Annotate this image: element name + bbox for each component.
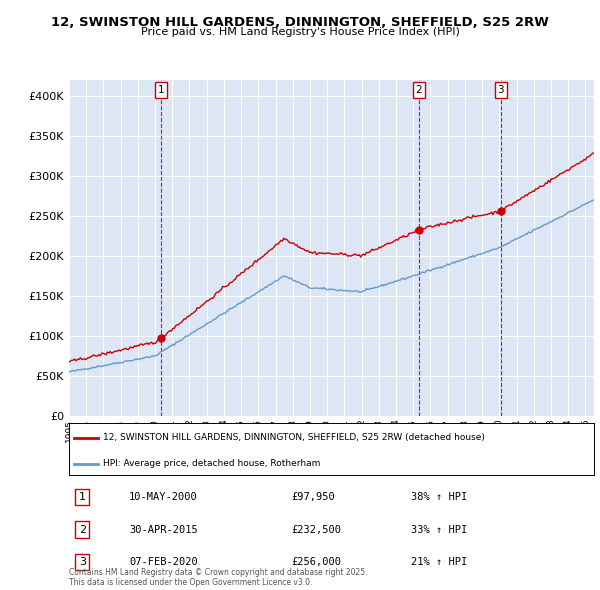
Text: £256,000: £256,000 bbox=[291, 557, 341, 567]
Text: £232,500: £232,500 bbox=[291, 525, 341, 535]
Text: 12, SWINSTON HILL GARDENS, DINNINGTON, SHEFFIELD, S25 2RW: 12, SWINSTON HILL GARDENS, DINNINGTON, S… bbox=[51, 16, 549, 29]
Text: 07-FEB-2020: 07-FEB-2020 bbox=[129, 557, 198, 567]
Text: 3: 3 bbox=[497, 85, 504, 95]
Text: HPI: Average price, detached house, Rotherham: HPI: Average price, detached house, Roth… bbox=[103, 459, 320, 468]
Text: 1: 1 bbox=[79, 492, 86, 502]
Text: Price paid vs. HM Land Registry's House Price Index (HPI): Price paid vs. HM Land Registry's House … bbox=[140, 27, 460, 37]
Text: £97,950: £97,950 bbox=[291, 492, 335, 502]
Text: Contains HM Land Registry data © Crown copyright and database right 2025.
This d: Contains HM Land Registry data © Crown c… bbox=[69, 568, 367, 587]
Text: 2: 2 bbox=[79, 525, 86, 535]
Text: 10-MAY-2000: 10-MAY-2000 bbox=[129, 492, 198, 502]
Text: 30-APR-2015: 30-APR-2015 bbox=[129, 525, 198, 535]
Text: 33% ↑ HPI: 33% ↑ HPI bbox=[411, 525, 467, 535]
Text: 3: 3 bbox=[79, 557, 86, 567]
Text: 1: 1 bbox=[158, 85, 164, 95]
Text: 38% ↑ HPI: 38% ↑ HPI bbox=[411, 492, 467, 502]
Text: 21% ↑ HPI: 21% ↑ HPI bbox=[411, 557, 467, 567]
Text: 12, SWINSTON HILL GARDENS, DINNINGTON, SHEFFIELD, S25 2RW (detached house): 12, SWINSTON HILL GARDENS, DINNINGTON, S… bbox=[103, 433, 485, 442]
Text: 2: 2 bbox=[416, 85, 422, 95]
